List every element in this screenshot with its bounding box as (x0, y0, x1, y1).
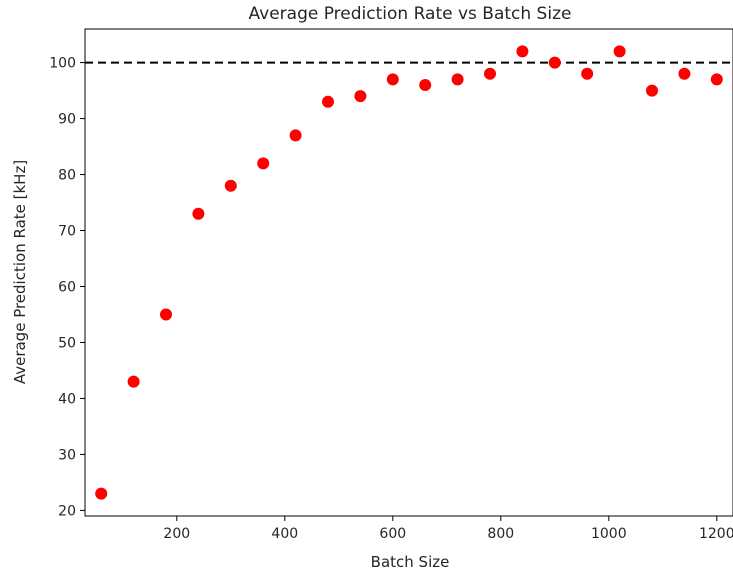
y-axis-label: Average Prediction Rate [kHz] (11, 160, 29, 384)
data-point (257, 157, 270, 170)
data-point (322, 95, 334, 108)
data-point (484, 67, 496, 80)
x-tick-label: 1200 (699, 526, 733, 542)
data-point (289, 129, 302, 142)
data-point (419, 78, 432, 91)
plot-area (84, 28, 733, 517)
data-point (451, 73, 464, 86)
x-tick-label: 200 (163, 526, 190, 542)
y-tick-label: 60 (58, 279, 76, 295)
data-point (95, 487, 108, 500)
data-point (127, 375, 140, 388)
data-point (160, 308, 172, 321)
data-point (386, 73, 399, 86)
plot-frame (84, 28, 733, 517)
x-tick-label: 400 (271, 526, 298, 542)
data-point (678, 67, 691, 80)
y-tick-label: 50 (58, 335, 76, 351)
y-tick-label: 70 (58, 224, 76, 240)
y-tick-label: 20 (58, 503, 76, 519)
data-point (613, 45, 626, 58)
x-tick-label: 600 (379, 526, 406, 542)
chart-title: Average Prediction Rate vs Batch Size (249, 4, 572, 24)
x-tick-label: 1000 (591, 526, 627, 542)
data-point (516, 45, 529, 58)
data-point (646, 84, 658, 97)
data-point (224, 179, 237, 192)
data-point (581, 67, 594, 80)
data-point (192, 207, 205, 220)
data-point (548, 56, 561, 69)
data-point (710, 73, 723, 86)
y-axis-ticks: 20 30 40 50 60 70 80 90 100 (49, 56, 85, 519)
x-axis-label: Batch Size (371, 553, 450, 571)
data-point (354, 90, 367, 103)
x-axis-ticks: 200 400 600 800 1000 1200 (163, 516, 733, 542)
y-tick-label: 90 (58, 112, 76, 128)
y-tick-label: 30 (58, 447, 76, 463)
y-tick-label: 40 (58, 391, 76, 407)
data-points (95, 45, 723, 500)
y-tick-label: 80 (58, 168, 76, 184)
y-tick-label: 100 (49, 56, 76, 72)
x-tick-label: 800 (487, 526, 514, 542)
